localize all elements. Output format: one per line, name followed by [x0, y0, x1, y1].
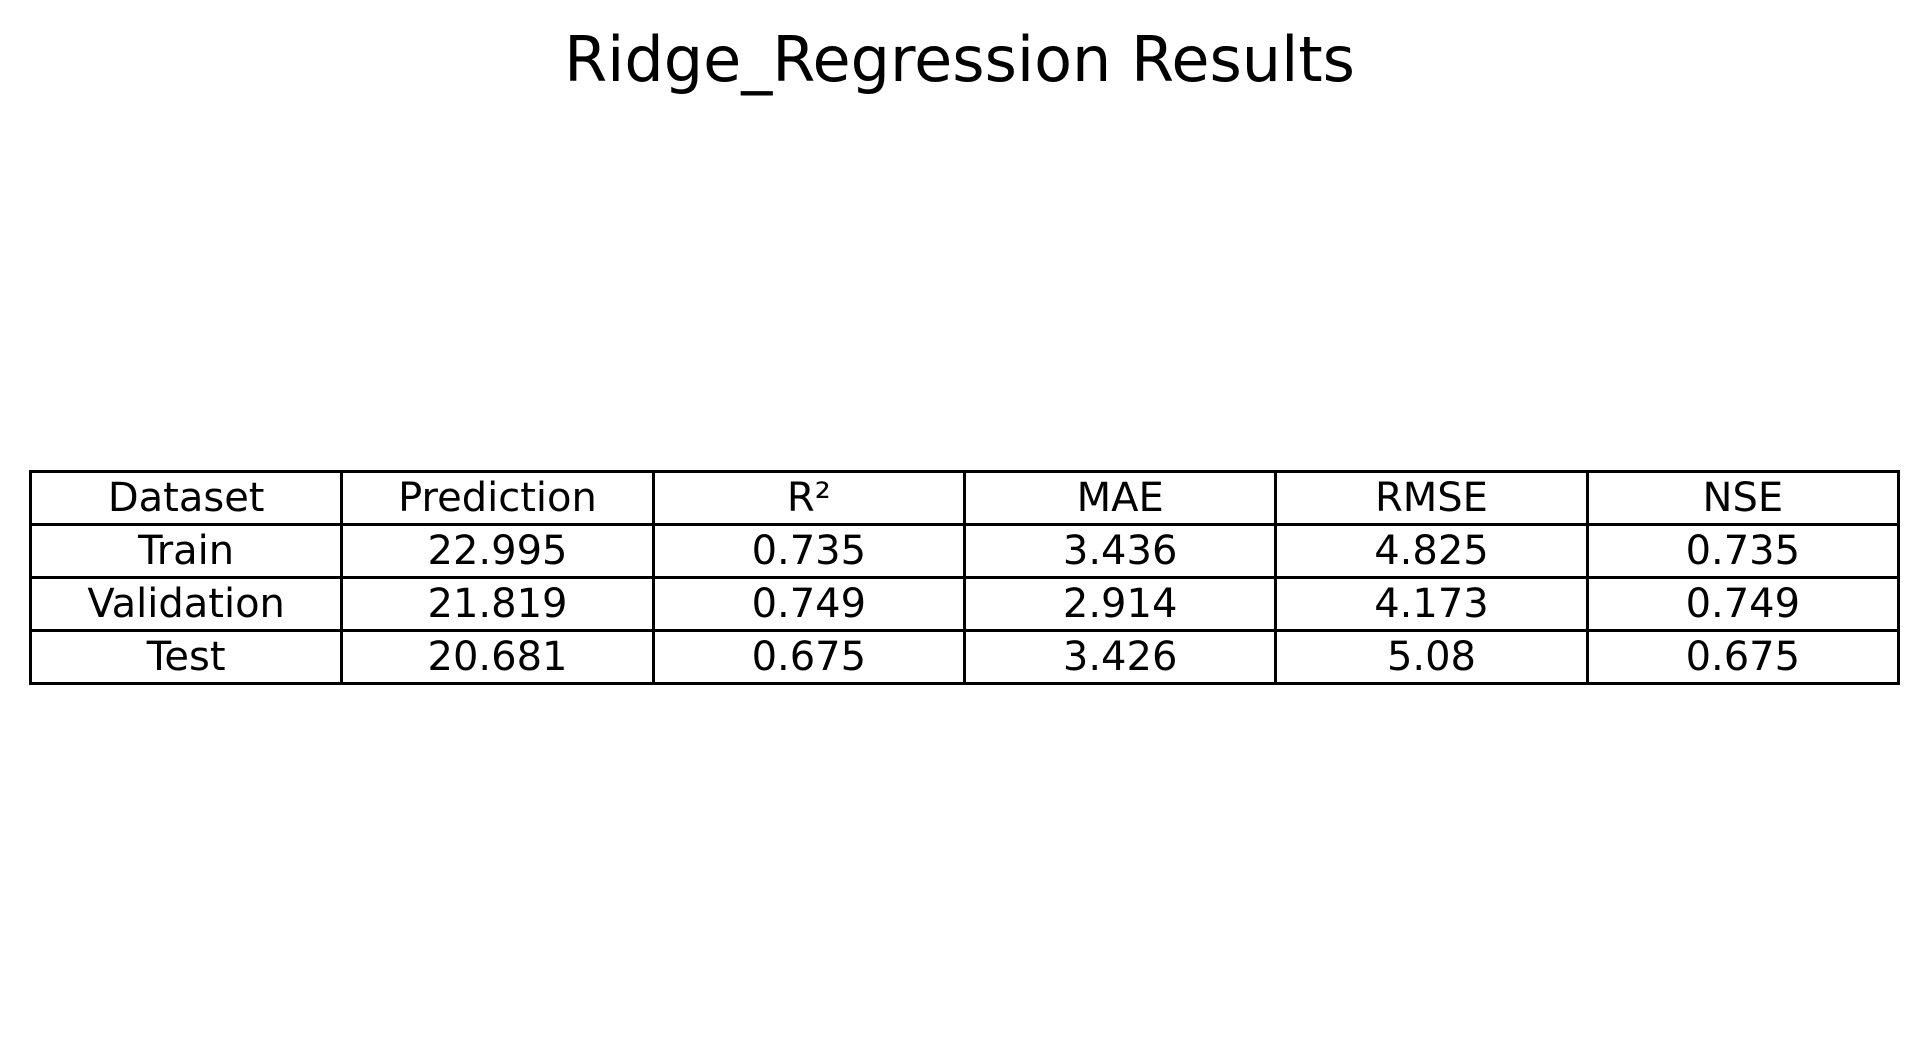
cell-validation-nse: 0.749: [1585, 576, 1901, 632]
cell-train-prediction: 22.995: [340, 523, 655, 579]
cell-test-r2: 0.675: [651, 629, 966, 685]
cell-validation-rmse: 4.173: [1274, 576, 1589, 632]
cell-validation-r2: 0.749: [651, 576, 966, 632]
cell-test-rmse: 5.08: [1274, 629, 1589, 685]
cell-validation-mae: 2.914: [962, 576, 1278, 632]
header-cell-dataset: Dataset: [28, 470, 344, 526]
cell-validation-dataset: Validation: [28, 576, 344, 632]
cell-train-mae: 3.436: [962, 523, 1278, 579]
header-cell-mae: MAE: [962, 470, 1278, 526]
table-row: Validation 21.819 0.749 2.914 4.173 0.74…: [28, 576, 1901, 632]
table-row: Test 20.681 0.675 3.426 5.08 0.675: [28, 629, 1901, 685]
table-row: Train 22.995 0.735 3.436 4.825 0.735: [28, 523, 1901, 579]
cell-test-dataset: Test: [28, 629, 344, 685]
cell-test-mae: 3.426: [962, 629, 1278, 685]
cell-test-prediction: 20.681: [340, 629, 655, 685]
cell-train-nse: 0.735: [1585, 523, 1901, 579]
chart-title: Ridge_Regression Results: [564, 23, 1355, 96]
cell-validation-prediction: 21.819: [340, 576, 655, 632]
cell-train-dataset: Train: [28, 523, 344, 579]
header-cell-rmse: RMSE: [1274, 470, 1589, 526]
header-cell-nse: NSE: [1585, 470, 1901, 526]
header-cell-prediction: Prediction: [340, 470, 655, 526]
header-cell-r2: R²: [651, 470, 966, 526]
table-header-row: Dataset Prediction R² MAE RMSE NSE: [28, 470, 1901, 526]
cell-test-nse: 0.675: [1585, 629, 1901, 685]
results-table: Dataset Prediction R² MAE RMSE NSE Train…: [28, 470, 1901, 685]
cell-train-r2: 0.735: [651, 523, 966, 579]
cell-train-rmse: 4.825: [1274, 523, 1589, 579]
